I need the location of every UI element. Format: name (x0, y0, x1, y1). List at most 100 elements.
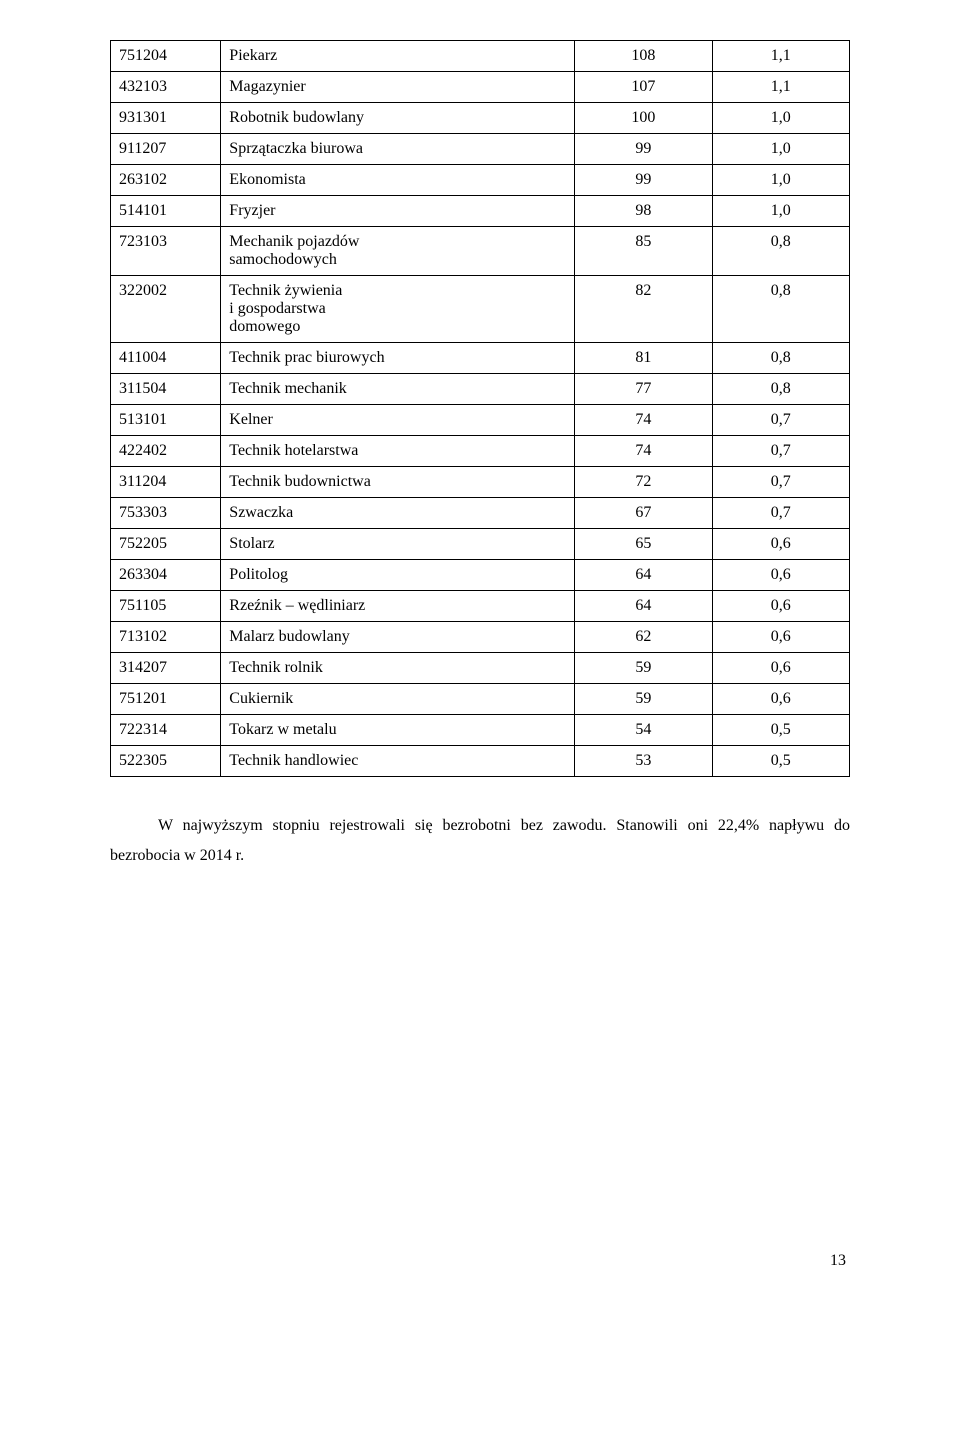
cell-value-2: 0,7 (712, 498, 849, 529)
table-row: 751204Piekarz1081,1 (111, 41, 850, 72)
cell-value-1: 82 (575, 276, 712, 343)
cell-name: Tokarz w metalu (221, 715, 575, 746)
cell-code: 723103 (111, 227, 221, 276)
cell-code: 751204 (111, 41, 221, 72)
cell-value-1: 74 (575, 436, 712, 467)
cell-code: 422402 (111, 436, 221, 467)
cell-name: Technik hotelarstwa (221, 436, 575, 467)
cell-value-2: 0,8 (712, 343, 849, 374)
cell-name: Malarz budowlany (221, 622, 575, 653)
table-row: 713102Malarz budowlany620,6 (111, 622, 850, 653)
table-row: 311204Technik budownictwa720,7 (111, 467, 850, 498)
cell-value-1: 64 (575, 591, 712, 622)
cell-value-1: 65 (575, 529, 712, 560)
cell-value-2: 1,0 (712, 165, 849, 196)
table-row: 314207Technik rolnik590,6 (111, 653, 850, 684)
cell-code: 753303 (111, 498, 221, 529)
cell-name: Rzeźnik – wędliniarz (221, 591, 575, 622)
cell-value-2: 0,6 (712, 591, 849, 622)
cell-name: Mechanik pojazdówsamochodowych (221, 227, 575, 276)
cell-value-1: 81 (575, 343, 712, 374)
table-row: 522305Technik handlowiec530,5 (111, 746, 850, 777)
cell-value-1: 53 (575, 746, 712, 777)
cell-value-2: 0,7 (712, 467, 849, 498)
table-row: 723103Mechanik pojazdówsamochodowych850,… (111, 227, 850, 276)
cell-name: Technik mechanik (221, 374, 575, 405)
cell-code: 411004 (111, 343, 221, 374)
cell-value-1: 62 (575, 622, 712, 653)
cell-name: Robotnik budowlany (221, 103, 575, 134)
cell-value-2: 1,0 (712, 134, 849, 165)
cell-value-2: 0,5 (712, 715, 849, 746)
cell-value-2: 0,6 (712, 653, 849, 684)
cell-name: Fryzjer (221, 196, 575, 227)
cell-code: 263102 (111, 165, 221, 196)
cell-value-1: 64 (575, 560, 712, 591)
cell-value-2: 0,7 (712, 405, 849, 436)
cell-name: Technik żywieniai gospodarstwadomowego (221, 276, 575, 343)
cell-value-2: 0,8 (712, 227, 849, 276)
cell-name: Ekonomista (221, 165, 575, 196)
cell-value-1: 77 (575, 374, 712, 405)
cell-name: Magazynier (221, 72, 575, 103)
cell-name: Cukiernik (221, 684, 575, 715)
cell-value-1: 108 (575, 41, 712, 72)
cell-code: 752205 (111, 529, 221, 560)
cell-name: Technik rolnik (221, 653, 575, 684)
cell-name: Kelner (221, 405, 575, 436)
cell-value-2: 1,0 (712, 196, 849, 227)
cell-value-1: 67 (575, 498, 712, 529)
cell-code: 931301 (111, 103, 221, 134)
cell-code: 322002 (111, 276, 221, 343)
table-row: 722314Tokarz w metalu540,5 (111, 715, 850, 746)
cell-code: 311504 (111, 374, 221, 405)
cell-value-2: 1,1 (712, 72, 849, 103)
cell-code: 522305 (111, 746, 221, 777)
cell-value-1: 54 (575, 715, 712, 746)
cell-name: Technik handlowiec (221, 746, 575, 777)
cell-code: 713102 (111, 622, 221, 653)
cell-code: 722314 (111, 715, 221, 746)
table-row: 263102Ekonomista991,0 (111, 165, 850, 196)
cell-code: 311204 (111, 467, 221, 498)
cell-value-1: 72 (575, 467, 712, 498)
cell-code: 751201 (111, 684, 221, 715)
data-table: 751204Piekarz1081,1432103Magazynier1071,… (110, 40, 850, 777)
cell-code: 911207 (111, 134, 221, 165)
page-number: 13 (110, 1252, 850, 1270)
table-row: 311504Technik mechanik770,8 (111, 374, 850, 405)
cell-code: 432103 (111, 72, 221, 103)
table-row: 432103Magazynier1071,1 (111, 72, 850, 103)
table-row: 751105Rzeźnik – wędliniarz640,6 (111, 591, 850, 622)
cell-name: Szwaczka (221, 498, 575, 529)
cell-value-1: 99 (575, 165, 712, 196)
cell-value-1: 74 (575, 405, 712, 436)
cell-value-2: 1,1 (712, 41, 849, 72)
cell-code: 751105 (111, 591, 221, 622)
cell-value-1: 59 (575, 653, 712, 684)
cell-value-1: 100 (575, 103, 712, 134)
paragraph-text: W najwyższym stopniu rejestrowali się be… (110, 811, 850, 872)
cell-value-1: 107 (575, 72, 712, 103)
table-body: 751204Piekarz1081,1432103Magazynier1071,… (111, 41, 850, 777)
table-row: 752205Stolarz650,6 (111, 529, 850, 560)
cell-name: Politolog (221, 560, 575, 591)
cell-name: Stolarz (221, 529, 575, 560)
cell-code: 513101 (111, 405, 221, 436)
cell-value-2: 0,6 (712, 622, 849, 653)
body-paragraph: W najwyższym stopniu rejestrowali się be… (110, 811, 850, 872)
cell-value-1: 85 (575, 227, 712, 276)
cell-value-2: 0,7 (712, 436, 849, 467)
cell-value-2: 0,8 (712, 276, 849, 343)
table-row: 411004Technik prac biurowych810,8 (111, 343, 850, 374)
cell-name: Technik budownictwa (221, 467, 575, 498)
table-row: 514101Fryzjer981,0 (111, 196, 850, 227)
cell-name: Technik prac biurowych (221, 343, 575, 374)
cell-code: 314207 (111, 653, 221, 684)
cell-code: 263304 (111, 560, 221, 591)
cell-value-2: 0,5 (712, 746, 849, 777)
table-row: 911207Sprzątaczka biurowa991,0 (111, 134, 850, 165)
table-row: 422402Technik hotelarstwa740,7 (111, 436, 850, 467)
cell-name: Piekarz (221, 41, 575, 72)
table-row: 263304Politolog640,6 (111, 560, 850, 591)
